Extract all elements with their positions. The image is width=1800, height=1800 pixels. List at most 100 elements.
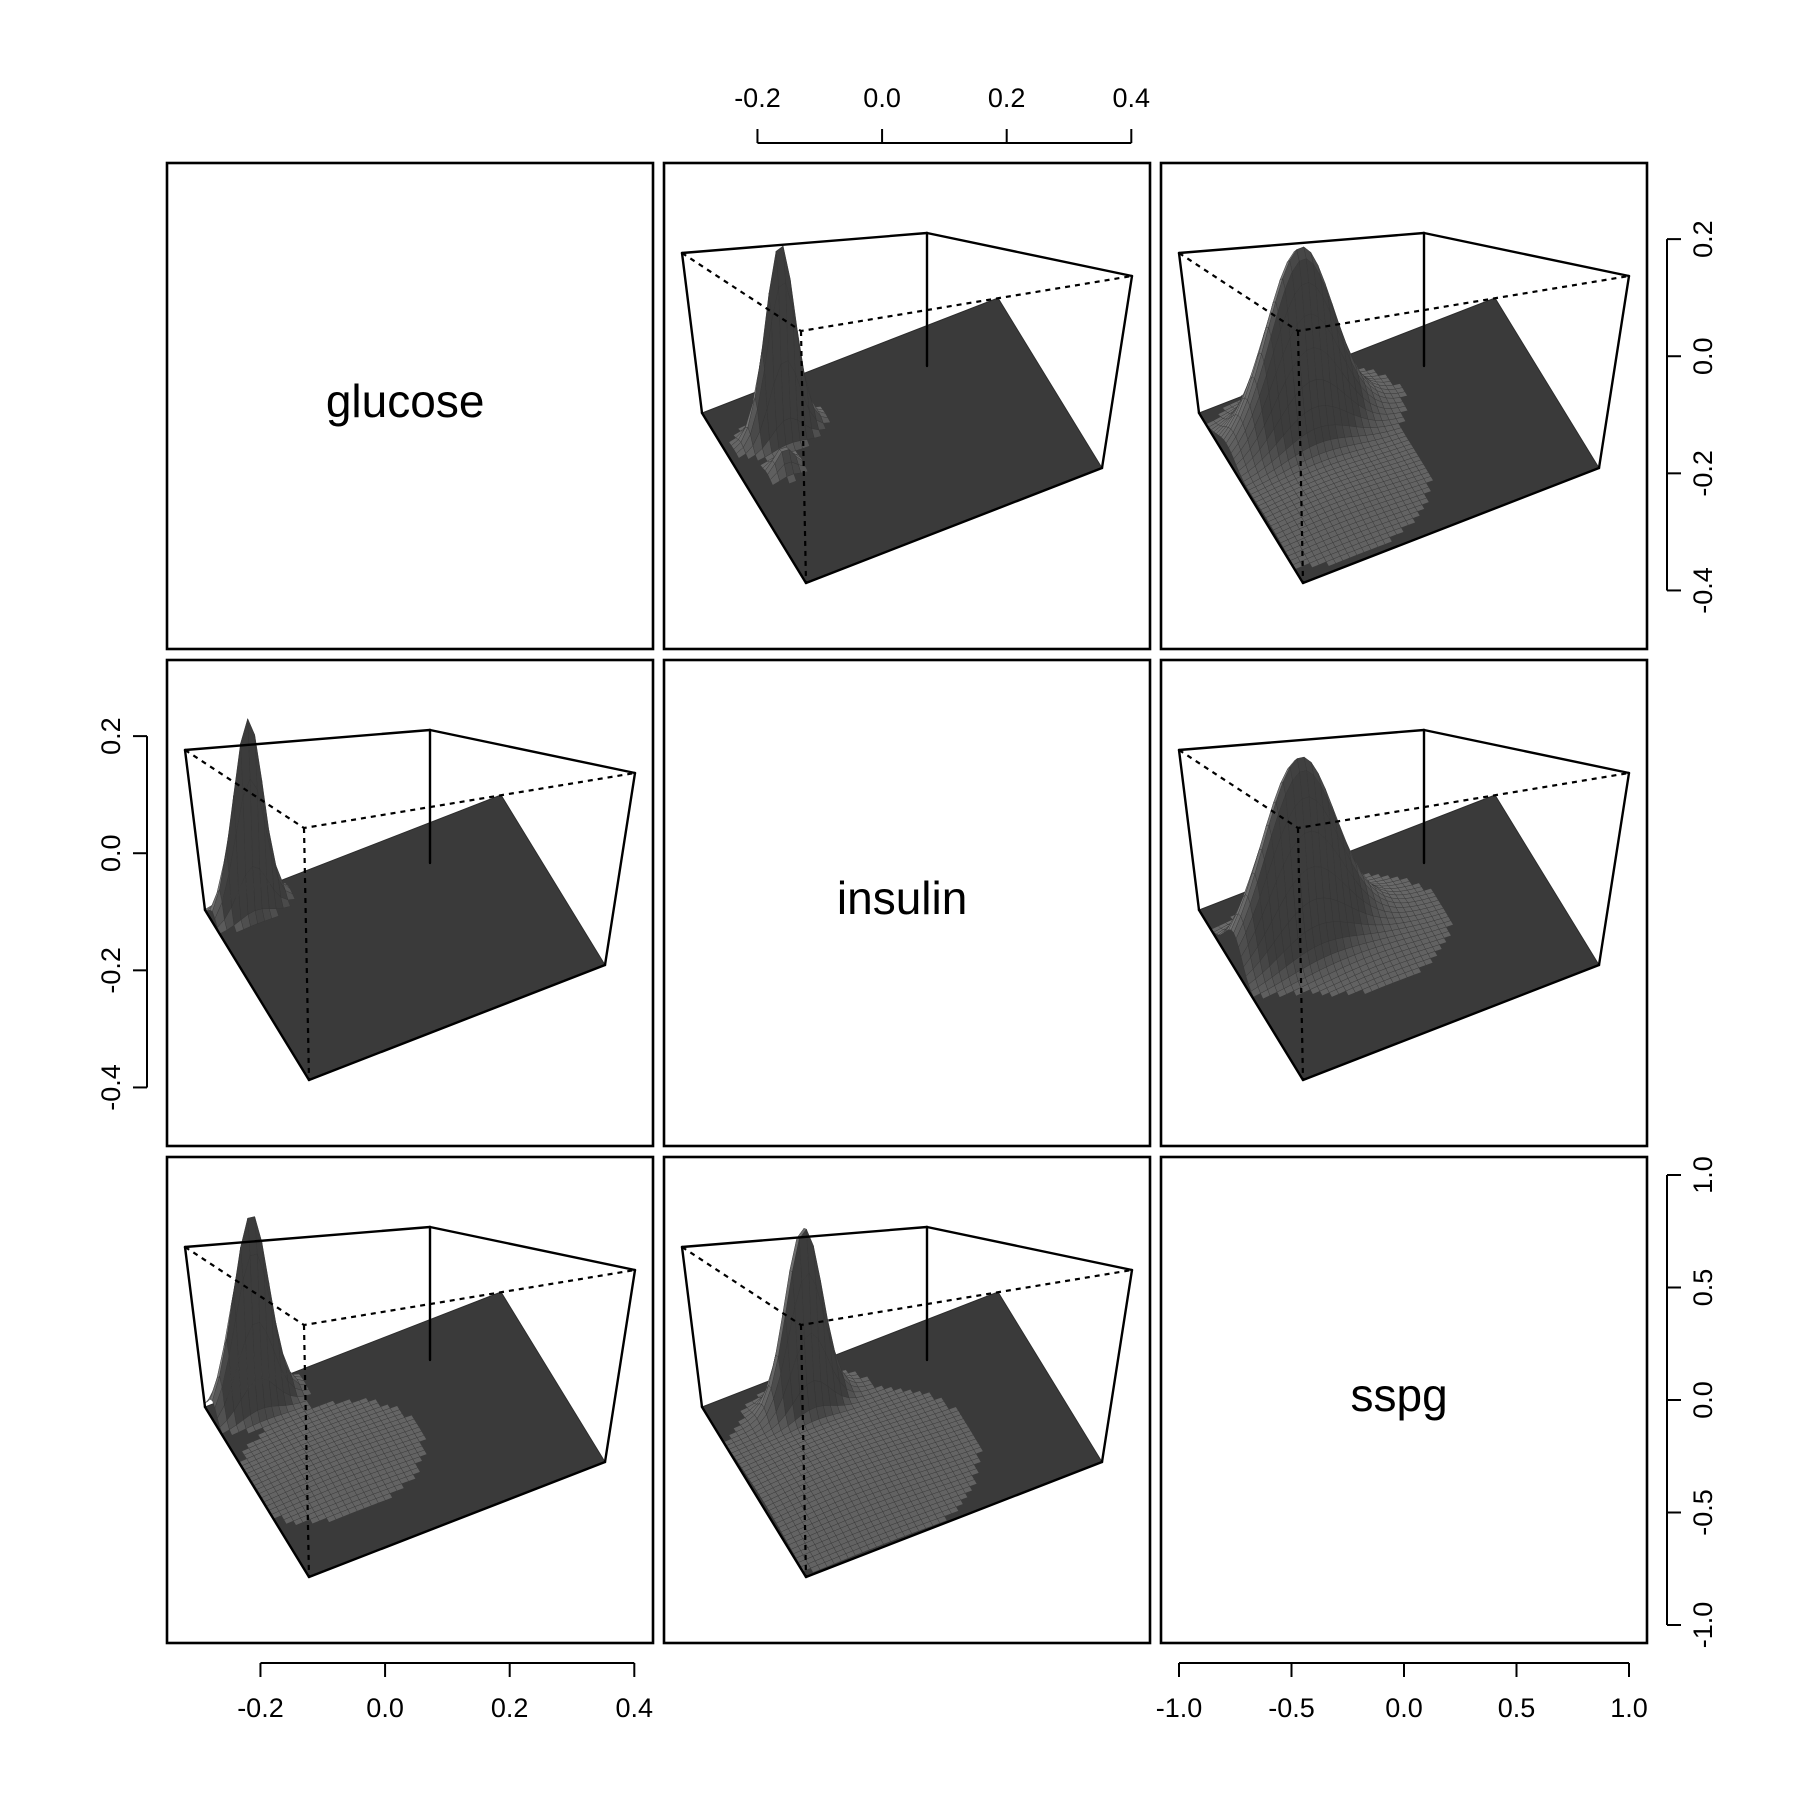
outer-axes: -0.2 0.0 0.2 0.4 -0.4 -0.2 0.0 0.2 -0.4 -0.2 0.0 0.… — [96, 83, 1718, 1723]
tick-label: -0.2 — [237, 1693, 284, 1723]
box-edge — [183, 1245, 207, 1409]
density-surface-2 — [1177, 231, 1631, 585]
surface-layer — [183, 231, 1631, 1579]
box-hidden-vertical-edge — [302, 827, 311, 1081]
box-hidden-vertical-edge — [1296, 827, 1305, 1081]
box-edge — [203, 1405, 311, 1579]
surface-facet — [245, 1425, 256, 1434]
box-edge — [183, 748, 207, 912]
panel-frame-r0c2 — [1159, 161, 1649, 651]
surface-facet — [326, 1514, 337, 1523]
panel-frame-r1c0 — [165, 658, 655, 1148]
box-edge — [603, 771, 637, 967]
tick-label: -0.2 — [734, 83, 781, 113]
right-axis-sspg: -1.0 -0.5 0.0 0.5 1.0 — [1666, 1156, 1718, 1649]
panel-frame-r1c2 — [1159, 658, 1649, 1148]
tick-label: 0.0 — [1385, 1693, 1423, 1723]
tick-label: 0.2 — [491, 1693, 529, 1723]
box-edge — [700, 1405, 808, 1579]
density-surface-5 — [1177, 728, 1631, 1082]
tick-label: 0.4 — [1113, 83, 1151, 113]
box-edge — [680, 231, 929, 255]
variable-label-insulin: insulin — [837, 872, 967, 924]
surface-facet — [769, 472, 780, 486]
tick-label: -0.2 — [96, 947, 126, 994]
box-edge — [1301, 466, 1601, 585]
tick-label: 0.0 — [96, 834, 126, 872]
box-edge — [1100, 274, 1134, 470]
tick-label: -0.5 — [1688, 1489, 1718, 1536]
surface-facet — [229, 1424, 240, 1436]
tick-label: 0.2 — [96, 717, 126, 755]
box-edge — [203, 908, 311, 1082]
surface-facet — [810, 1565, 821, 1573]
surface-facet — [1329, 989, 1340, 998]
box-edge — [700, 411, 808, 585]
box-edge — [307, 963, 607, 1082]
density-surface-1 — [680, 231, 1134, 585]
box-edge — [183, 728, 432, 752]
box-hidden-top-edge — [681, 1246, 1133, 1327]
box-hidden-top-edge — [681, 252, 1133, 333]
surface-facet — [1362, 986, 1373, 995]
box-edge — [1422, 728, 1631, 775]
tick-label: 0.0 — [863, 83, 901, 113]
panel-frame-r1c1 — [662, 658, 1152, 1148]
variable-label-glucose: glucose — [326, 375, 485, 427]
box-edge — [1177, 728, 1426, 752]
box-edge — [1177, 231, 1426, 255]
variable-labels: glucose insulin sspg — [326, 375, 1448, 1421]
box-edge — [925, 231, 1134, 278]
surface-facet — [293, 1517, 304, 1526]
tick-label: 0.0 — [366, 1693, 404, 1723]
box-edge — [1301, 963, 1601, 1082]
tick-label: 0.5 — [1688, 1269, 1718, 1307]
tick-label: -0.4 — [96, 1064, 126, 1111]
box-hidden-top-edge — [1178, 252, 1630, 333]
box-edge — [680, 1225, 929, 1249]
density-surface-3 — [183, 718, 637, 1082]
tick-label: 0.5 — [1498, 1693, 1536, 1723]
tick-label: 0.4 — [616, 1693, 654, 1723]
box-edge — [307, 1460, 607, 1579]
box-edge — [1422, 231, 1631, 278]
box-edge — [1197, 411, 1305, 585]
box-edge — [183, 1225, 432, 1249]
box-edge — [925, 1225, 1134, 1272]
box-edge — [603, 1268, 637, 1464]
box-edge — [428, 728, 637, 775]
tick-label: 0.2 — [988, 83, 1026, 113]
box-edge — [1177, 748, 1201, 912]
tick-label: -1.0 — [1688, 1602, 1718, 1649]
box-edge — [680, 251, 704, 415]
box-hidden-vertical-edge — [799, 1324, 808, 1578]
tick-label: 1.0 — [1610, 1693, 1648, 1723]
box-edge — [428, 1225, 637, 1272]
box-edge — [1597, 274, 1631, 470]
bottom-axis-glucose: -0.2 0.0 0.2 0.4 — [237, 1662, 654, 1723]
tick-label: -0.2 — [1688, 450, 1718, 497]
panel-frame-r2c1 — [662, 1155, 1152, 1645]
box-edge — [804, 466, 1104, 585]
box-edge — [1100, 1268, 1134, 1464]
tick-label: 0.0 — [1688, 1381, 1718, 1419]
surface-facet — [1276, 988, 1287, 998]
bottom-axis-sspg: -1.0 -0.5 0.0 0.5 1.0 — [1156, 1662, 1648, 1723]
tick-label: -0.5 — [1268, 1693, 1315, 1723]
tick-label: 1.0 — [1688, 1156, 1718, 1194]
box-edge — [1177, 251, 1201, 415]
surface-facet — [786, 473, 797, 484]
panel-frame-r2c2 — [1159, 1155, 1649, 1645]
panel-frame-r2c0 — [165, 1155, 655, 1645]
panel-frame-r0c0 — [165, 161, 655, 651]
density-surface-6 — [183, 1216, 637, 1579]
surface-facet — [1325, 558, 1337, 567]
box-hidden-vertical-edge — [1296, 330, 1305, 584]
box-edge — [1597, 771, 1631, 967]
variable-label-sspg: sspg — [1351, 1369, 1448, 1421]
tick-label: -1.0 — [1156, 1693, 1203, 1723]
surface-facet — [1345, 987, 1356, 996]
top-axis-insulin: -0.2 0.0 0.2 0.4 — [734, 83, 1151, 144]
tick-label: -0.4 — [1688, 567, 1718, 614]
